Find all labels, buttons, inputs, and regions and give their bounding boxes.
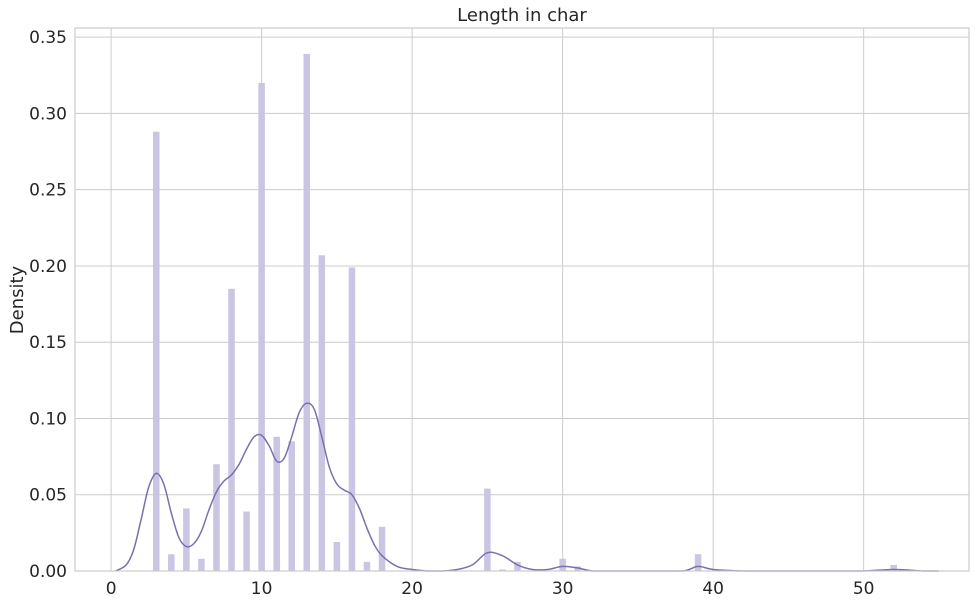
histogram-bar [363,561,371,571]
y-tick-label: 0.05 [29,486,67,506]
histogram-bar [303,53,311,572]
y-tick-label: 0.30 [29,104,67,124]
kde-curve [115,402,939,572]
histogram-bar [228,288,235,571]
histogram-bar [378,526,386,571]
grid [75,28,969,572]
x-tick-label: 40 [702,579,724,599]
histogram-bar [183,508,190,571]
histogram-bar [273,436,280,571]
histogram-bar [168,554,175,571]
histogram-bar [318,255,326,572]
histogram-bar [694,554,702,571]
y-tick-labels: 0.00 0.05 0.10 0.15 0.20 0.25 0.30 0.35 [29,28,67,582]
x-tick-label: 10 [251,579,273,599]
histogram-bar [348,267,356,571]
histogram-bar [288,441,295,571]
y-tick-label: 0.15 [29,333,67,353]
x-tick-label: 50 [853,579,875,599]
histogram-bar [243,511,250,571]
kde-line [115,402,939,572]
y-tick-label: 0.20 [29,257,67,277]
x-tick-label: 30 [552,579,574,599]
histogram-bar [559,558,566,571]
histogram-bars [153,53,897,572]
y-tick-label: 0.25 [29,181,67,201]
histogram-bar [484,488,491,571]
plot-frame [74,27,970,572]
y-tick-label: 0.35 [29,28,67,48]
histogram-bar [153,131,160,571]
chart-title: Length in char [457,5,587,26]
y-tick-label: 0.00 [29,562,67,582]
x-tick-label: 0 [106,579,117,599]
histogram-bar [499,569,506,571]
histogram-bar [890,564,897,571]
histogram-bar [574,566,581,571]
x-tick-label: 20 [401,579,423,599]
y-tick-label: 0.10 [29,409,67,429]
histogram-bar [514,561,521,571]
histogram-bar [198,558,205,571]
histogram-bar [258,82,265,572]
x-tick-labels: 0 10 20 30 40 50 [106,579,875,599]
y-axis-title: Density [7,265,28,334]
histogram-bar [333,542,341,571]
histogram-bar [213,464,220,571]
